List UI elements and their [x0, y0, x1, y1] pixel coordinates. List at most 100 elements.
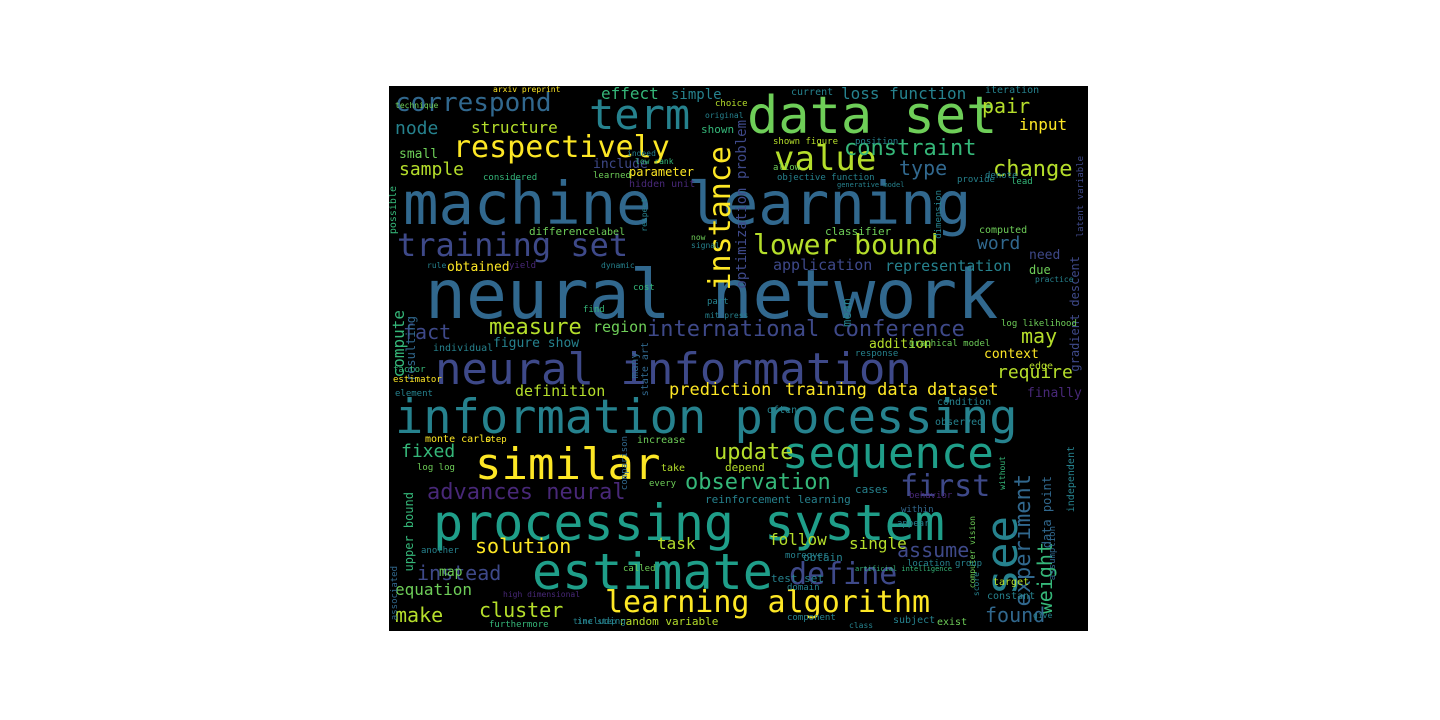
- word-cases: cases: [855, 483, 889, 496]
- word-correspond: correspond: [395, 88, 552, 118]
- word-find: find: [583, 305, 605, 315]
- word-parameter: parameter: [629, 165, 695, 179]
- word-addition: addition: [869, 337, 932, 352]
- word-depend: depend: [725, 461, 765, 474]
- word-single: single: [849, 534, 907, 553]
- word-difference: difference: [529, 225, 596, 238]
- word-mit-press: mit press: [705, 311, 749, 320]
- word-computed: computed: [979, 225, 1028, 236]
- word-component: component: [787, 613, 836, 623]
- word-context: context: [984, 347, 1039, 362]
- word-update: update: [714, 440, 794, 465]
- word-upper-bound: upper bound: [402, 492, 416, 572]
- word-random-variable: random variable: [619, 615, 719, 628]
- word-group: group: [955, 559, 983, 569]
- word-mean: mean: [840, 298, 854, 327]
- word-learning-algorithm: learning algorithm: [605, 585, 931, 620]
- word-machine-learning: machine learning: [403, 169, 972, 238]
- word-prediction: prediction: [669, 380, 772, 400]
- word-time-step: time step: [573, 617, 617, 626]
- word-neural-network: neural network: [425, 256, 999, 335]
- word-target: target: [993, 577, 1030, 588]
- word-exist: exist: [937, 617, 968, 628]
- word-figure-show: figure show: [493, 336, 580, 351]
- word-type: type: [899, 156, 948, 180]
- word-advances-neural: advances neural: [427, 480, 626, 505]
- word-give: give: [1033, 611, 1053, 620]
- word-instead: instead: [417, 561, 502, 585]
- word-associated: associated: [390, 566, 400, 621]
- word-optimization-problem: optimization problem: [734, 120, 750, 289]
- word-assume: assume: [897, 538, 970, 562]
- word-log-likelihood: log likelihood: [1001, 319, 1077, 329]
- word-pair: pair: [982, 94, 1031, 118]
- word-cloud: neural network machine learning informat…: [389, 86, 1088, 631]
- word-condition: condition: [937, 397, 992, 408]
- word-respect: respect: [640, 198, 649, 232]
- word-latent-variable: latent variable: [1076, 156, 1086, 238]
- word-current: current: [791, 87, 834, 98]
- word-reinforcement-learning: reinforcement learning: [705, 493, 851, 506]
- word-yield: yield: [509, 261, 537, 271]
- word-task: task: [657, 534, 696, 553]
- word-rule: rule: [427, 261, 447, 270]
- word-increase: increase: [637, 435, 686, 446]
- word-region: region: [593, 318, 648, 336]
- word-obtained: obtained: [447, 260, 510, 275]
- word-gradient-descent: gradient descent: [1068, 256, 1082, 372]
- word-allow: allow: [773, 163, 801, 173]
- word-assumption: assumption: [1048, 526, 1058, 581]
- word-objective-function: objective function: [777, 173, 875, 183]
- word-constraint: constraint: [844, 136, 977, 161]
- word-may: may: [1021, 324, 1058, 348]
- word-follow: follow: [769, 530, 827, 549]
- word-response: response: [855, 349, 899, 359]
- word-small: small: [399, 147, 439, 162]
- word-cluster: cluster: [479, 598, 564, 622]
- word-dataset: dataset: [927, 380, 999, 400]
- word-map: map: [439, 565, 463, 580]
- word-respectively: respectively: [453, 130, 670, 165]
- word-arxiv-preprint: arxiv preprint: [493, 86, 561, 94]
- word-part: part: [707, 297, 729, 307]
- word-require: require: [997, 362, 1073, 383]
- word-define: define: [789, 557, 898, 592]
- word-low-rank: low rank: [635, 157, 674, 166]
- word-called: called: [623, 564, 656, 574]
- word-training-set: training set: [397, 226, 629, 264]
- word-training-data: training data: [785, 380, 919, 400]
- word-input: input: [1019, 115, 1068, 134]
- word-change: change: [993, 157, 1073, 182]
- word-state-art: state art: [640, 342, 651, 397]
- word-data-set: data set: [747, 86, 998, 146]
- word-value: value: [774, 139, 877, 179]
- word-element: element: [395, 389, 433, 399]
- word-loss-function: loss function: [841, 86, 967, 103]
- word-effect: effect: [601, 86, 659, 103]
- word-possible: possible: [389, 186, 399, 235]
- word-hidden-unit: hidden unit: [629, 179, 696, 190]
- word-choice: choice: [715, 99, 748, 109]
- word-score: score: [972, 572, 981, 597]
- word-take: take: [661, 463, 686, 474]
- word-step: step: [485, 435, 507, 445]
- word-edge: edge: [1029, 361, 1054, 372]
- word-information-processing: information processing: [395, 390, 1018, 445]
- word-node: node: [395, 118, 439, 139]
- word-moreover: moreover: [785, 551, 829, 561]
- word-individual: individual: [433, 343, 494, 354]
- word-every: every: [649, 479, 677, 489]
- word-comparison: comparison: [620, 436, 630, 491]
- word-lower-bound: lower bound: [753, 228, 939, 261]
- word-within: within: [901, 505, 934, 515]
- word-position: position: [855, 137, 899, 147]
- word-neural-information: neural information: [435, 344, 912, 395]
- word-instance: instance: [703, 146, 738, 291]
- word-subject: subject: [893, 615, 936, 626]
- word-estimator: estimator: [393, 375, 442, 385]
- word-practice: practice: [1035, 275, 1074, 284]
- word-measure: measure: [489, 315, 582, 340]
- word-constant: constant: [987, 591, 1036, 602]
- word-including: including: [577, 617, 626, 627]
- word-observation: observation: [685, 470, 831, 495]
